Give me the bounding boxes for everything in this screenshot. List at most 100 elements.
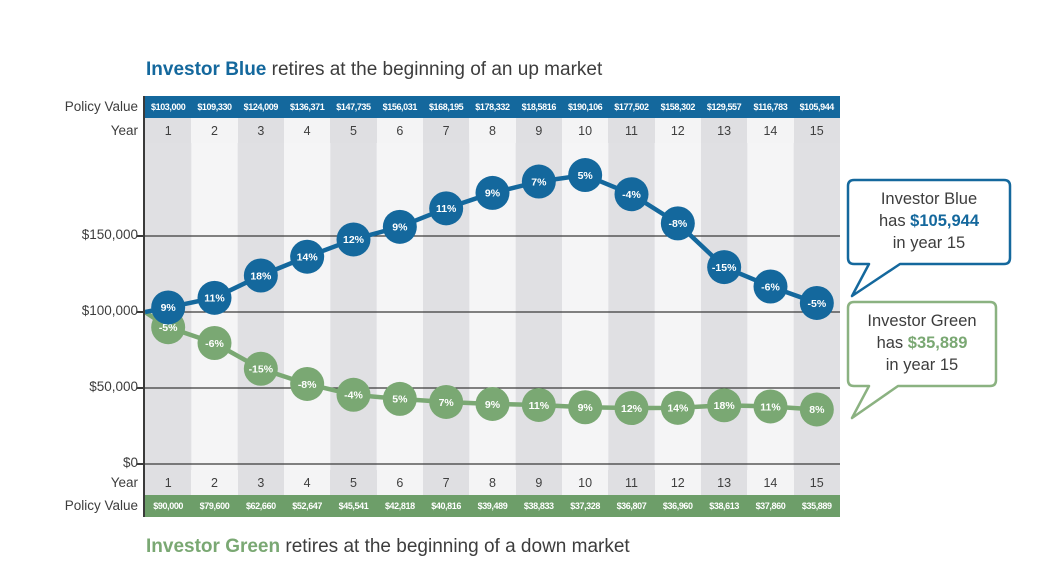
blue-policy-value-cell: $147,735	[336, 102, 371, 112]
green-policy-value-cell: $36,960	[662, 501, 693, 511]
blue-policy-value-cell: $177,502	[614, 102, 649, 112]
callout-green-amount: $35,889	[907, 334, 968, 352]
return-label-blue: 12%	[343, 234, 365, 246]
data-point-green	[799, 392, 834, 427]
year-cell-bottom: 6	[376, 470, 423, 495]
green-policy-value-cell: $62,660	[245, 501, 276, 511]
year-cell-bottom: 8	[469, 470, 516, 495]
return-label-green: -8%	[298, 379, 317, 391]
data-point-green	[336, 377, 371, 412]
data-point-blue	[753, 269, 788, 304]
data-point-green	[290, 366, 325, 401]
series-line-green	[143, 310, 817, 412]
data-point-blue	[521, 164, 556, 199]
green-policy-value-cell: $38,833	[523, 501, 554, 511]
y-axis-tick	[137, 463, 144, 465]
return-label-green: -6%	[205, 338, 224, 350]
return-label-green: 9%	[578, 402, 594, 414]
series-line-blue	[144, 172, 818, 315]
callout-green-line3: in year 15	[885, 356, 959, 374]
return-label-blue: 14%	[297, 252, 319, 264]
green-policy-value-cell: $52,647	[292, 501, 323, 511]
return-label-blue: 11%	[204, 293, 225, 305]
callout-blue-text: Investor Blue has $105,944 in year 15	[846, 178, 1012, 254]
year-cell-bottom: 3	[237, 470, 284, 495]
year-cell-top: 7	[422, 118, 470, 143]
return-label-green: 5%	[392, 394, 408, 406]
callout-green-line2: has $35,889	[846, 332, 998, 354]
data-point-green	[382, 381, 417, 416]
return-label-green: 12%	[621, 403, 643, 415]
label-year-top: Year	[110, 123, 138, 138]
return-label-green: -15%	[249, 364, 274, 376]
return-label-blue: 5%	[578, 170, 594, 182]
return-label-green: -4%	[344, 390, 363, 402]
data-point-blue	[707, 250, 742, 285]
green-policy-value-cell: $40,816	[431, 501, 461, 511]
data-point-blue	[382, 209, 417, 244]
callout-investor-green: Investor Green has $35,889 in year 15	[846, 300, 1002, 422]
data-point-green	[568, 390, 603, 425]
blue-policy-value-cell: $156,031	[382, 102, 418, 112]
callout-investor-blue: Investor Blue has $105,944 in year 15	[846, 178, 1016, 300]
label-policy-value-bottom: Policy Value	[64, 498, 138, 513]
blue-policy-value-cell: $190,106	[567, 102, 603, 112]
year-cell-top: 8	[469, 118, 516, 143]
green-policy-value-cell: $37,860	[755, 501, 786, 511]
data-point-green	[707, 388, 742, 423]
year-cell-bottom: 13	[700, 470, 748, 495]
callout-green-has: has	[876, 334, 908, 352]
callout-blue-line1: Investor Blue	[880, 190, 978, 208]
return-label-blue: -8%	[668, 218, 687, 230]
year-cell-bottom: 11	[608, 470, 655, 495]
blue-policy-value-cell: $129,557	[706, 102, 742, 112]
blue-policy-value-cell: $178,332	[475, 102, 510, 112]
year-cell-bottom: 10	[561, 470, 609, 495]
data-point-green	[429, 384, 464, 419]
year-cell-bottom: 14	[747, 470, 794, 495]
data-point-blue	[568, 158, 603, 193]
year-cell-bottom: 12	[654, 470, 701, 495]
green-policy-value-cell: $39,489	[477, 501, 508, 511]
data-point-green	[614, 391, 649, 426]
speech-bubble-green	[846, 300, 998, 420]
year-cell-top: 2	[191, 118, 238, 143]
year-row-bottom: 1 2 3 4 5 6 7 8 9 10 11 12 13 14 15	[145, 470, 840, 495]
return-label-green: -5%	[159, 322, 178, 334]
return-label-blue: 18%	[250, 270, 272, 282]
data-point-green	[753, 389, 788, 424]
return-label-blue: -15%	[712, 262, 737, 274]
return-label-blue: 9%	[392, 222, 408, 234]
column-stripe	[284, 143, 331, 470]
data-point-green	[475, 386, 510, 421]
data-point-blue	[336, 222, 371, 257]
year-cell-top: 12	[654, 118, 701, 143]
year-cell-top: 13	[700, 118, 748, 143]
y-axis-label-0: $0	[122, 455, 138, 470]
year-row-top: 1 2 3 4 5 6 7 8 9 10 11 12 13 14 15	[145, 118, 840, 143]
blue-policy-value-cell: $103,000	[150, 102, 186, 112]
callout-blue-line2: has $105,944	[846, 210, 1012, 232]
data-point-green	[197, 326, 232, 361]
return-label-green: 7%	[439, 397, 455, 409]
callout-green-text: Investor Green has $35,889 in year 15	[846, 300, 998, 376]
title-blue-bold: Investor Blue	[146, 59, 267, 80]
y-axis-label-50k: $50,000	[89, 379, 138, 394]
data-point-green	[243, 351, 278, 386]
return-label-blue: 9%	[161, 302, 177, 314]
return-label-blue: -5%	[807, 298, 826, 310]
year-cell-bottom: 5	[330, 470, 377, 495]
column-stripe	[330, 143, 378, 470]
green-policy-value-cell: $35,889	[801, 501, 832, 511]
return-label-blue: 9%	[485, 188, 501, 200]
callout-blue-amount: $105,944	[910, 212, 979, 230]
blue-policy-value-row: $103,000 $109,330 $124,009 $136,371 $147,735…	[145, 96, 840, 118]
title-blue-rest: retires at the beginning of an up market	[266, 59, 603, 80]
data-point-blue	[660, 206, 695, 241]
data-point-blue	[290, 239, 325, 274]
return-label-green: 14%	[667, 403, 689, 415]
callout-blue-line3: in year 15	[892, 234, 966, 252]
data-point-blue	[429, 191, 464, 226]
green-policy-value-cell: $90,000	[153, 501, 184, 511]
